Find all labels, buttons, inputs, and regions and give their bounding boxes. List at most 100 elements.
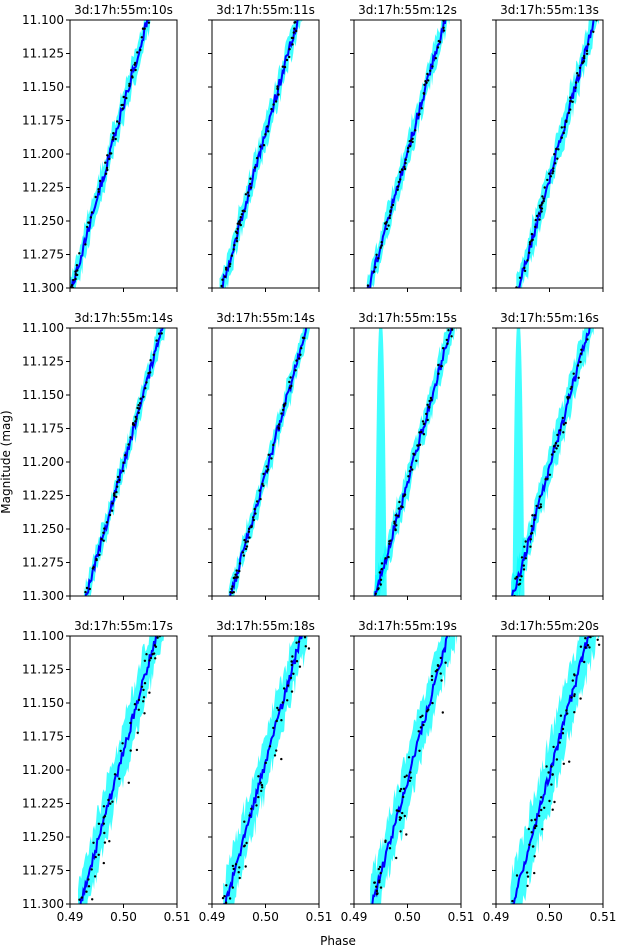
data-point <box>596 638 599 641</box>
data-point <box>395 856 398 860</box>
data-point <box>225 884 228 887</box>
data-point <box>529 538 532 541</box>
data-point <box>102 822 106 825</box>
data-point <box>85 586 89 590</box>
data-point <box>135 748 139 752</box>
data-point <box>291 43 294 46</box>
data-point <box>140 36 143 39</box>
data-point <box>393 520 396 523</box>
data-point <box>579 352 583 355</box>
data-point <box>76 269 79 272</box>
data-point <box>375 889 379 893</box>
data-point <box>155 339 158 342</box>
data-point <box>105 166 109 170</box>
data-point <box>239 216 242 219</box>
panel-title: 3d:17h:55m:16s <box>500 311 599 325</box>
data-point <box>242 554 245 557</box>
data-point <box>123 454 127 457</box>
data-point <box>579 645 583 648</box>
data-point <box>135 417 138 421</box>
plot-area <box>515 20 600 288</box>
data-point <box>540 796 543 799</box>
data-point <box>578 66 582 70</box>
data-point <box>116 475 120 479</box>
data-point <box>454 307 456 309</box>
data-point <box>235 569 238 572</box>
data-point <box>314 601 316 603</box>
data-point <box>523 545 526 548</box>
data-point <box>397 507 400 510</box>
data-point <box>542 200 545 203</box>
data-point <box>147 372 150 375</box>
data-point <box>257 795 260 799</box>
data-point <box>260 783 264 787</box>
data-point <box>289 676 293 680</box>
data-point <box>559 714 563 717</box>
data-point <box>107 798 110 802</box>
data-point <box>538 506 541 510</box>
data-point <box>167 299 169 301</box>
data-point <box>127 443 130 446</box>
data-point <box>247 530 251 533</box>
data-point <box>402 787 406 790</box>
panel-title: 3d:17h:55m:15s <box>358 311 457 325</box>
data-point <box>102 805 106 808</box>
data-point <box>439 672 442 675</box>
data-point <box>85 597 87 599</box>
x-tick-label: 0.51 <box>590 910 617 924</box>
data-point <box>171 284 173 286</box>
data-point <box>544 478 547 481</box>
data-point <box>388 216 391 220</box>
data-point <box>169 587 171 589</box>
plot-area <box>83 284 173 599</box>
data-point <box>220 284 223 288</box>
data-point <box>425 412 428 416</box>
data-point <box>314 305 316 307</box>
data-point <box>238 866 241 869</box>
data-point <box>380 244 383 247</box>
data-point <box>527 827 530 831</box>
data-point <box>248 814 251 817</box>
data-point <box>127 781 130 784</box>
data-point <box>389 907 391 909</box>
data-point <box>528 251 531 254</box>
data-point <box>548 172 551 175</box>
data-point <box>563 125 566 129</box>
data-point <box>291 655 294 658</box>
data-point <box>408 145 412 148</box>
data-point <box>416 444 419 447</box>
data-point <box>548 473 552 476</box>
data-point <box>562 431 565 434</box>
y-tick-label: 11.225 <box>22 489 64 503</box>
data-point <box>571 679 574 682</box>
data-point <box>394 514 397 517</box>
data-point <box>510 923 512 925</box>
data-point <box>538 495 542 498</box>
data-point <box>234 863 238 866</box>
y-tick-label: 11.125 <box>22 663 64 677</box>
model-line <box>84 328 164 596</box>
data-point <box>264 761 267 765</box>
data-point <box>388 847 392 850</box>
data-point <box>236 576 239 579</box>
data-point <box>407 756 411 759</box>
x-tick-label: 0.51 <box>448 910 475 924</box>
data-point <box>111 502 114 505</box>
y-tick-label: 11.150 <box>22 80 64 94</box>
data-point <box>121 742 124 745</box>
data-point <box>95 557 98 561</box>
data-point <box>149 656 153 660</box>
data-point <box>561 727 565 731</box>
y-tick-label: 11.275 <box>22 556 64 570</box>
data-point <box>414 129 417 132</box>
data-point <box>430 398 433 402</box>
data-point <box>418 749 421 752</box>
data-point <box>380 562 384 565</box>
data-point <box>377 867 380 871</box>
data-point <box>558 741 561 744</box>
data-point <box>417 730 420 733</box>
data-point <box>290 384 293 388</box>
data-point <box>404 161 407 165</box>
data-point <box>390 206 393 209</box>
